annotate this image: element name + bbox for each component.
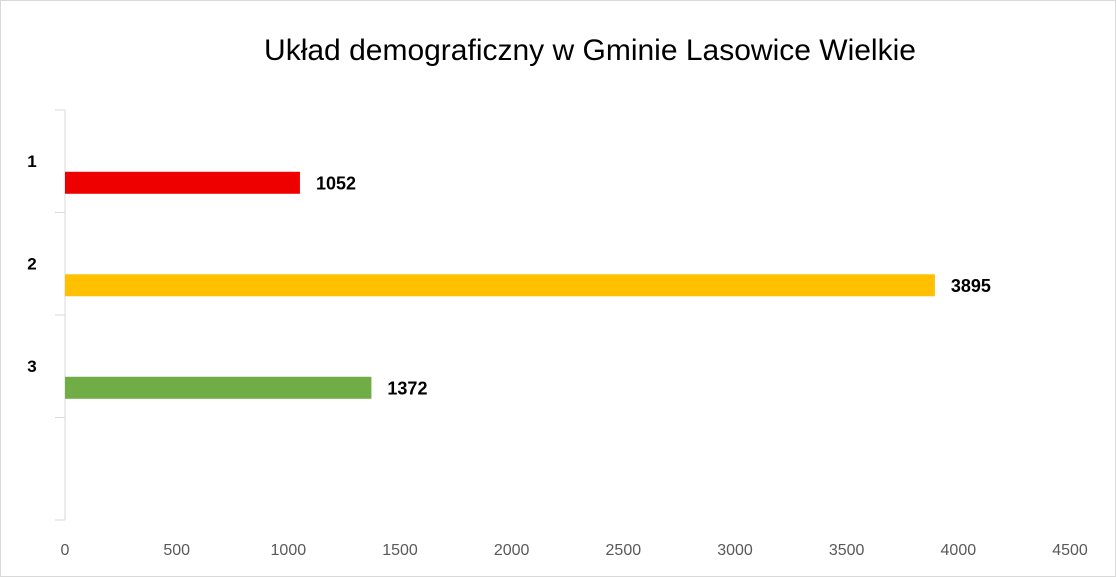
y-tick-label: 2 <box>27 254 36 273</box>
data-label: 1372 <box>387 379 427 399</box>
bar <box>65 376 372 399</box>
x-tick-label: 3500 <box>829 542 865 559</box>
y-tick-label: 3 <box>27 357 36 376</box>
x-tick-label: 0 <box>61 542 70 559</box>
chart-title: Układ demograficzny w Gminie Lasowice Wi… <box>264 34 916 67</box>
y-tick-label: 1 <box>27 152 36 171</box>
x-tick-label: 1000 <box>271 542 307 559</box>
bar <box>65 171 300 194</box>
data-label: 3895 <box>951 276 991 296</box>
x-tick-label: 4500 <box>1052 542 1088 559</box>
data-label: 1052 <box>316 174 356 194</box>
x-tick-label: 2000 <box>494 542 530 559</box>
x-tick-label: 500 <box>163 542 190 559</box>
x-tick-label: 1500 <box>382 542 418 559</box>
x-tick-label: 2500 <box>606 542 642 559</box>
x-tick-label: 4000 <box>941 542 977 559</box>
bar <box>65 274 935 297</box>
x-tick-label: 3000 <box>717 542 753 559</box>
